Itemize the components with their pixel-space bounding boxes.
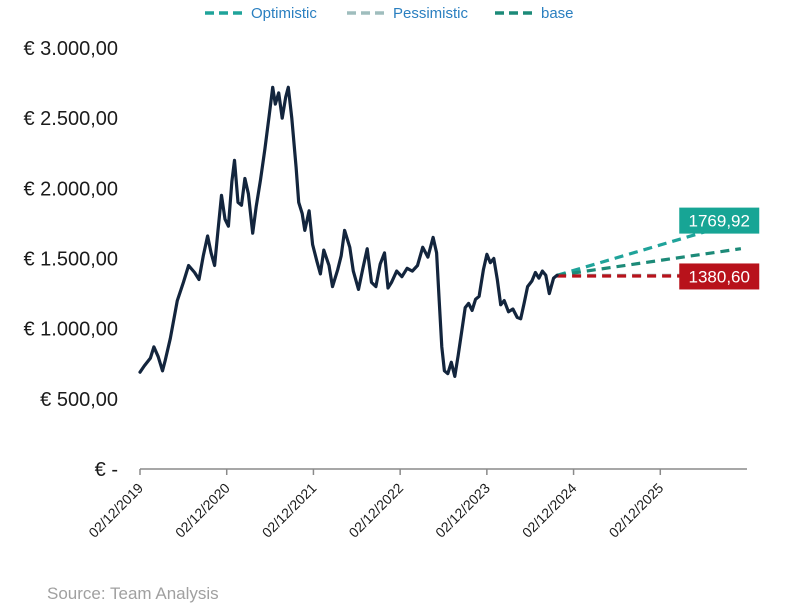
x-tick-label: 02/12/2023 — [432, 480, 493, 541]
x-tick-label: 02/12/2021 — [259, 480, 320, 541]
x-tick-label: 02/12/2020 — [172, 480, 233, 541]
x-tick-label: 02/12/2024 — [519, 480, 580, 541]
y-tick-label: € - — [95, 459, 118, 481]
y-tick-label: € 500,00 — [40, 389, 118, 411]
series-price — [138, 85, 559, 378]
x-tick-label: 02/12/2019 — [85, 480, 146, 541]
y-axis: € - € 500,00 € 1.000,00 € 1.500,00 € 2.000,0… — [23, 38, 118, 481]
series-base — [556, 247, 742, 277]
y-tick-label: € 2.000,00 — [23, 178, 118, 200]
series-layer — [138, 85, 742, 378]
legend-item: base — [495, 5, 574, 22]
source-label: Source: Team Analysis — [47, 584, 219, 603]
y-tick-label: € 3.000,00 — [23, 38, 118, 60]
value-badge-text: 1769,92 — [689, 212, 750, 231]
x-tick-label: 02/12/2022 — [345, 480, 406, 541]
legend-item: Pessimistic — [347, 5, 469, 22]
legend-label: Optimistic — [251, 5, 317, 22]
annotation-layer: 1769,92 1380,60 — [679, 207, 760, 290]
x-tick-label: 02/12/2025 — [606, 480, 667, 541]
value-badge-bg — [679, 207, 760, 234]
series-optimistic — [556, 226, 720, 277]
y-tick-label: € 1.500,00 — [23, 249, 118, 271]
value-badge-text: 1380,60 — [689, 267, 750, 286]
value-badge: 1380,60 — [679, 263, 760, 290]
x-axis: 02/12/2019 02/12/2020 02/12/2021 02/12/2022… — [85, 468, 747, 541]
legend-label: Pessimistic — [393, 5, 469, 22]
legend-label: base — [541, 5, 574, 22]
legend: Optimistic Pessimistic base — [205, 5, 574, 22]
value-badge: 1769,92 — [679, 207, 760, 234]
y-tick-label: € 1.000,00 — [23, 319, 118, 341]
y-tick-label: € 2.500,00 — [23, 108, 118, 130]
legend-item: Optimistic — [205, 5, 317, 22]
value-badge-bg — [679, 263, 760, 290]
